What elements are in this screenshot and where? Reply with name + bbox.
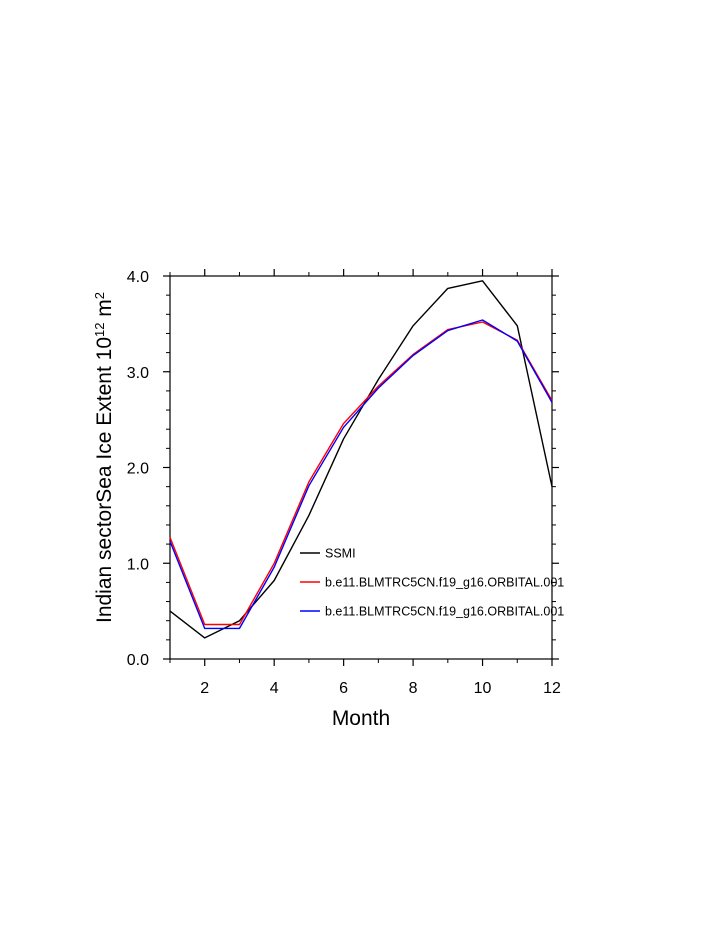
legend-label-1: SSMI — [325, 547, 356, 561]
series-line-3 — [169, 319, 553, 630]
y-tick-label: 3.0 — [127, 365, 149, 382]
legend: SSMIb.e11.BLMTRC5CN.f19_g16.ORBITAL.001b… — [300, 547, 564, 619]
y-axis-title-main: Indian sectorSea Ice Extent 10 — [93, 337, 116, 623]
legend-label-3: b.e11.BLMTRC5CN.f19_g16.ORBITAL.001 — [325, 605, 564, 619]
y-axis-title-unit: m — [93, 299, 116, 322]
x-axis-title: Month — [332, 707, 390, 730]
series-lines — [169, 280, 553, 639]
series-line-1 — [169, 280, 553, 639]
series-line-2 — [169, 321, 553, 626]
y-axis-title-exponent: 12 — [92, 323, 107, 337]
x-tick-label: 6 — [339, 680, 348, 697]
x-tick-label: 12 — [543, 680, 561, 697]
axis-ticks — [163, 269, 559, 666]
x-tick-label: 2 — [200, 680, 209, 697]
y-tick-label: 1.0 — [127, 556, 149, 573]
y-axis-title: Indian sectorSea Ice Extent 1012 m2 — [92, 292, 117, 623]
y-axis-title-unit-exponent: 2 — [92, 292, 107, 299]
x-tick-label: 4 — [270, 680, 279, 697]
legend-label-2: b.e11.BLMTRC5CN.f19_g16.ORBITAL.001 — [325, 576, 564, 590]
plot-border — [169, 275, 553, 660]
y-tick-label: 0.0 — [127, 652, 149, 669]
x-tick-label: 10 — [474, 680, 492, 697]
y-tick-label: 2.0 — [127, 461, 149, 478]
y-tick-label: 4.0 — [127, 269, 149, 286]
tick-labels: 2 4 6 8 10 12 0.0 1.0 2.0 3.0 4.0 — [127, 269, 561, 697]
x-tick-label: 8 — [409, 680, 418, 697]
plot-frame — [169, 275, 553, 660]
